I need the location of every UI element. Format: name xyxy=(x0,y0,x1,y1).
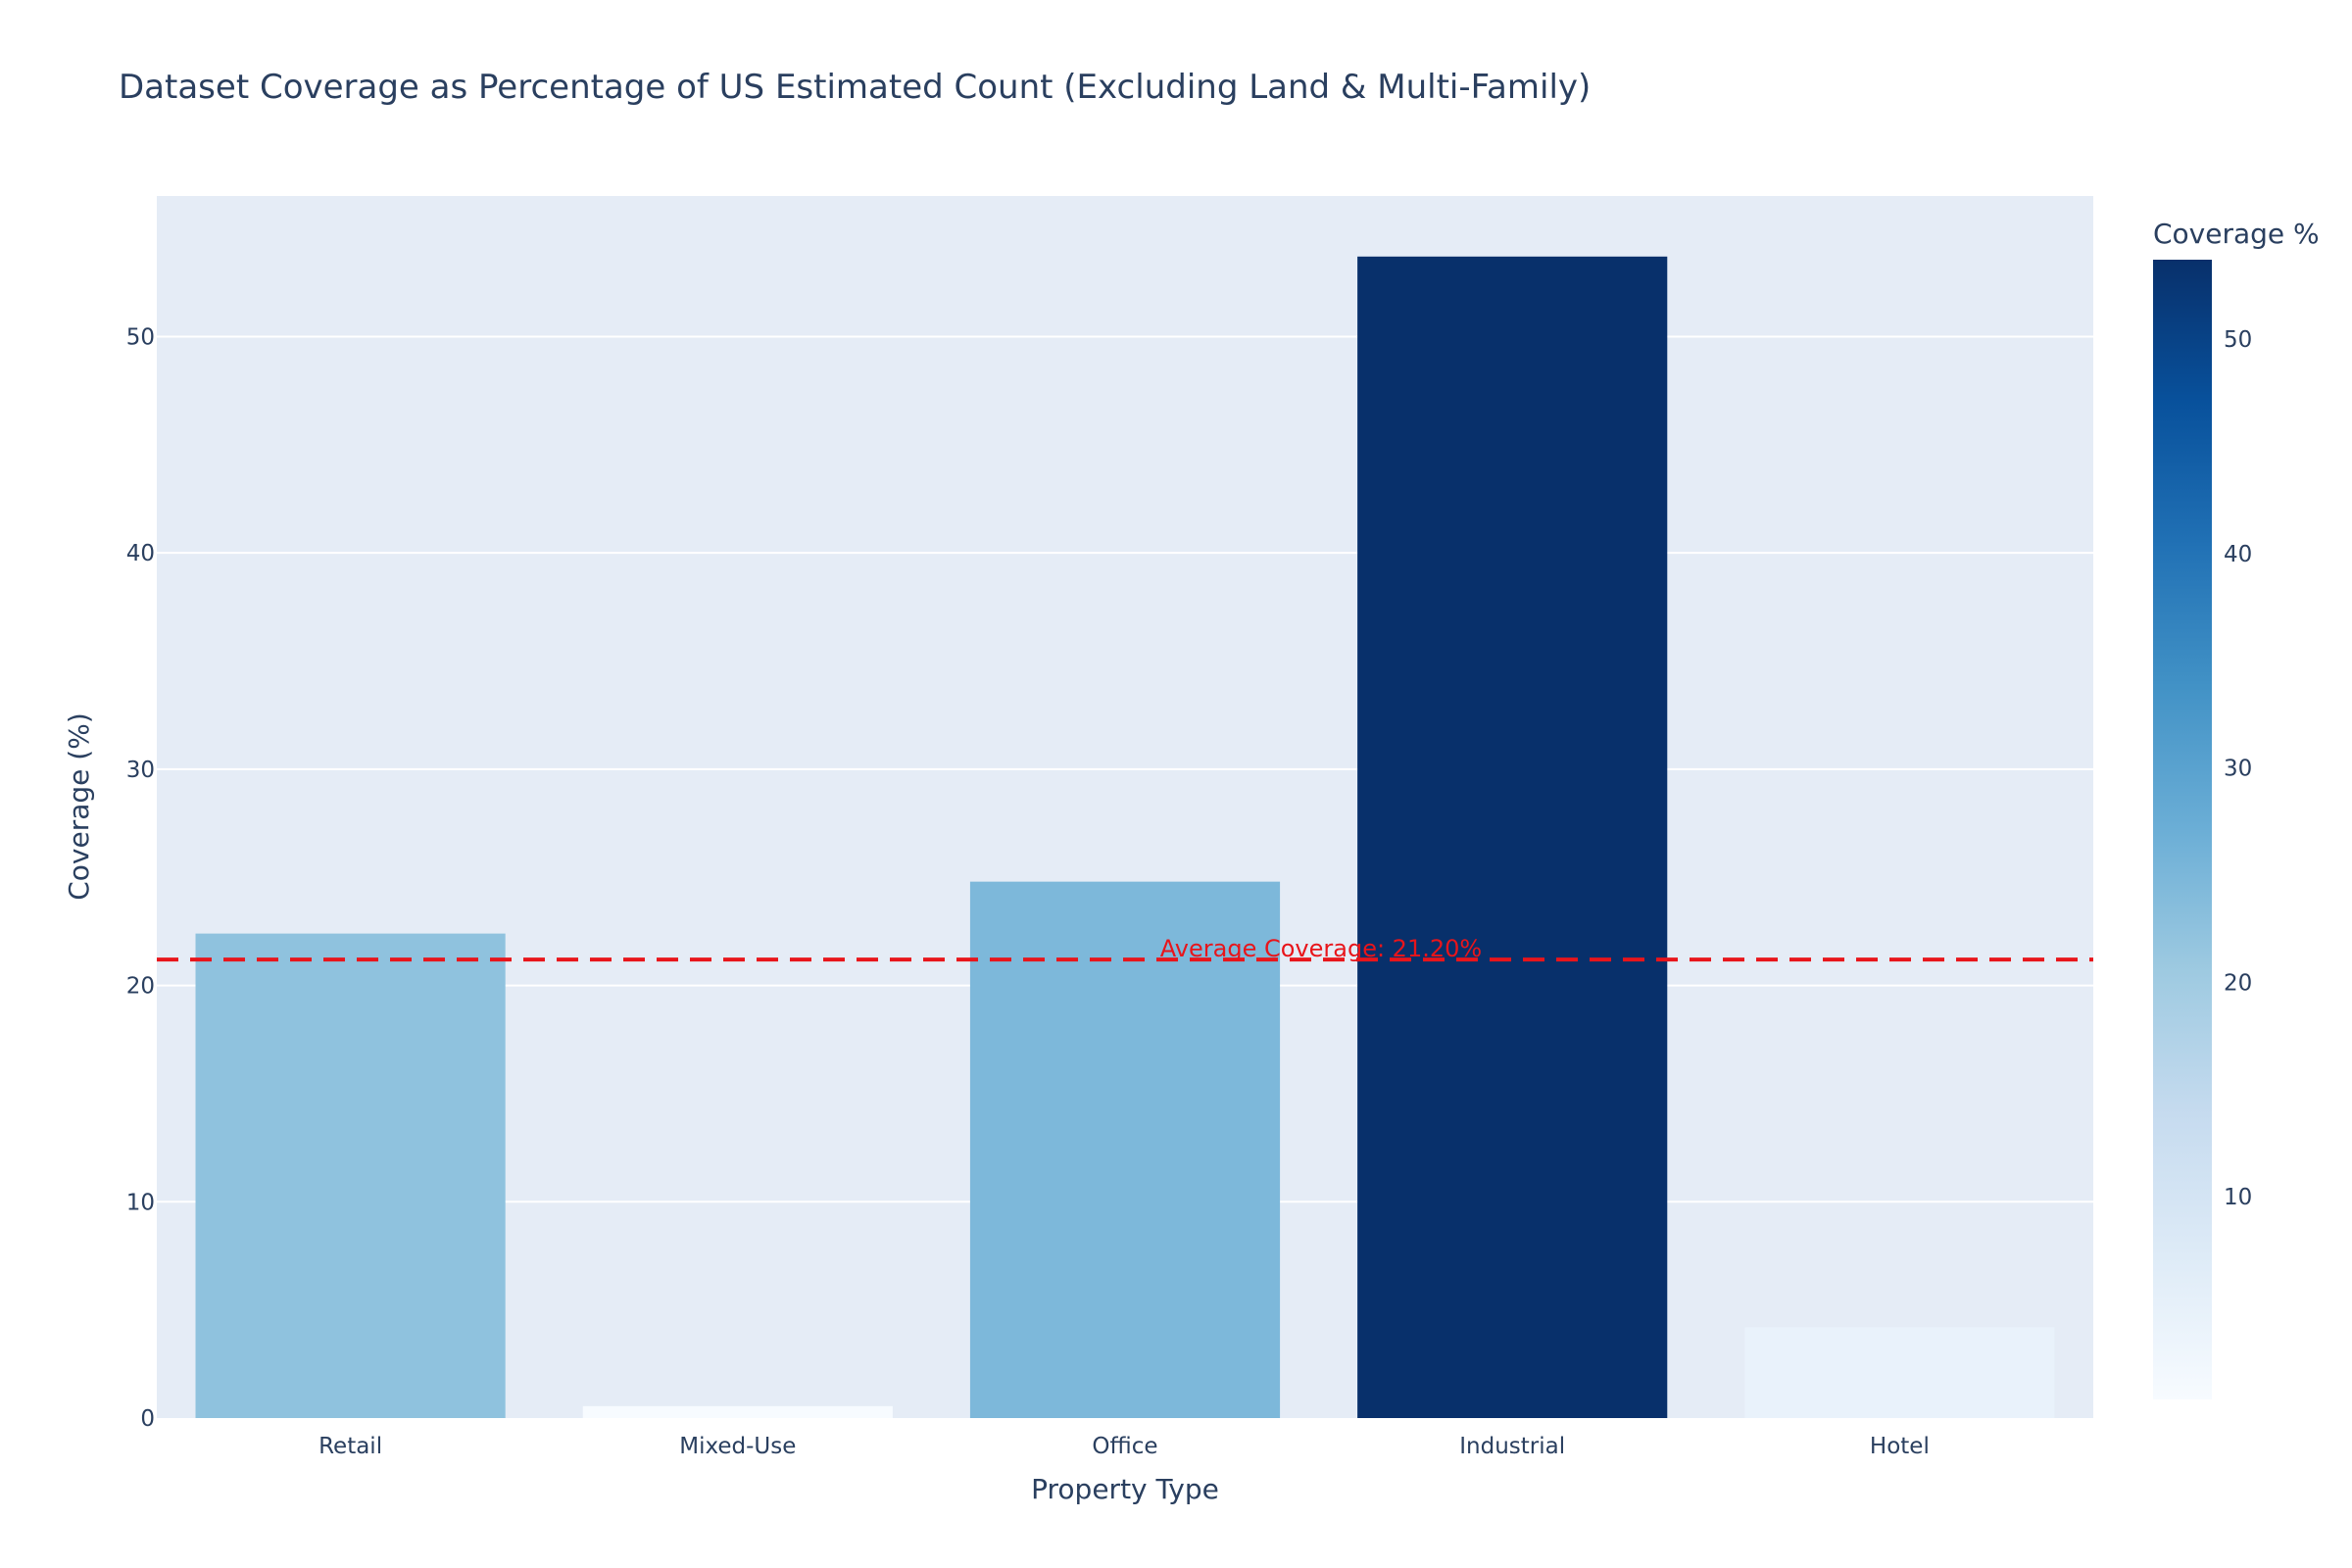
colorbar-tick-label: 30 xyxy=(2224,757,2252,782)
x-tick-label: Hotel xyxy=(1870,1434,1930,1459)
colorbar-tick-label: 20 xyxy=(2224,970,2252,996)
colorbar xyxy=(2153,260,2212,1399)
bar-mixed-use xyxy=(582,1405,893,1418)
bars xyxy=(195,256,2055,1418)
y-tick-label: 50 xyxy=(126,324,155,350)
colorbar-tick-label: 40 xyxy=(2224,542,2252,567)
x-tick-label: Retail xyxy=(318,1434,382,1459)
bar-hotel xyxy=(1744,1327,2055,1418)
colorbar-tick-labels: 10 20 30 40 50 xyxy=(2224,327,2252,1210)
bar-office xyxy=(969,881,1281,1418)
x-tick-labels: Retail Mixed-Use Office Industrial Hotel xyxy=(318,1434,1930,1459)
bar-retail xyxy=(195,933,506,1418)
bar-industrial xyxy=(1357,256,1668,1418)
average-annotation: Average Coverage: 21.20% xyxy=(1160,935,1482,962)
y-axis-title: Coverage (%) xyxy=(63,712,95,901)
y-tick-label: 20 xyxy=(126,974,155,1000)
colorbar-tick-label: 50 xyxy=(2224,327,2252,353)
y-tick-label: 10 xyxy=(126,1190,155,1215)
y-tick-labels: 0 10 20 30 40 50 xyxy=(126,324,155,1432)
x-tick-label: Industrial xyxy=(1459,1434,1565,1459)
y-tick-label: 40 xyxy=(126,541,155,566)
x-axis-title: Property Type xyxy=(1031,1473,1219,1505)
y-tick-label: 30 xyxy=(126,758,155,783)
chart-title: Dataset Coverage as Percentage of US Est… xyxy=(119,68,1591,107)
colorbar-title: Coverage % xyxy=(2153,218,2320,250)
x-tick-label: Office xyxy=(1092,1434,1157,1459)
y-tick-label: 0 xyxy=(140,1406,155,1432)
colorbar-tick-label: 10 xyxy=(2224,1185,2252,1210)
x-tick-label: Mixed-Use xyxy=(679,1434,796,1459)
